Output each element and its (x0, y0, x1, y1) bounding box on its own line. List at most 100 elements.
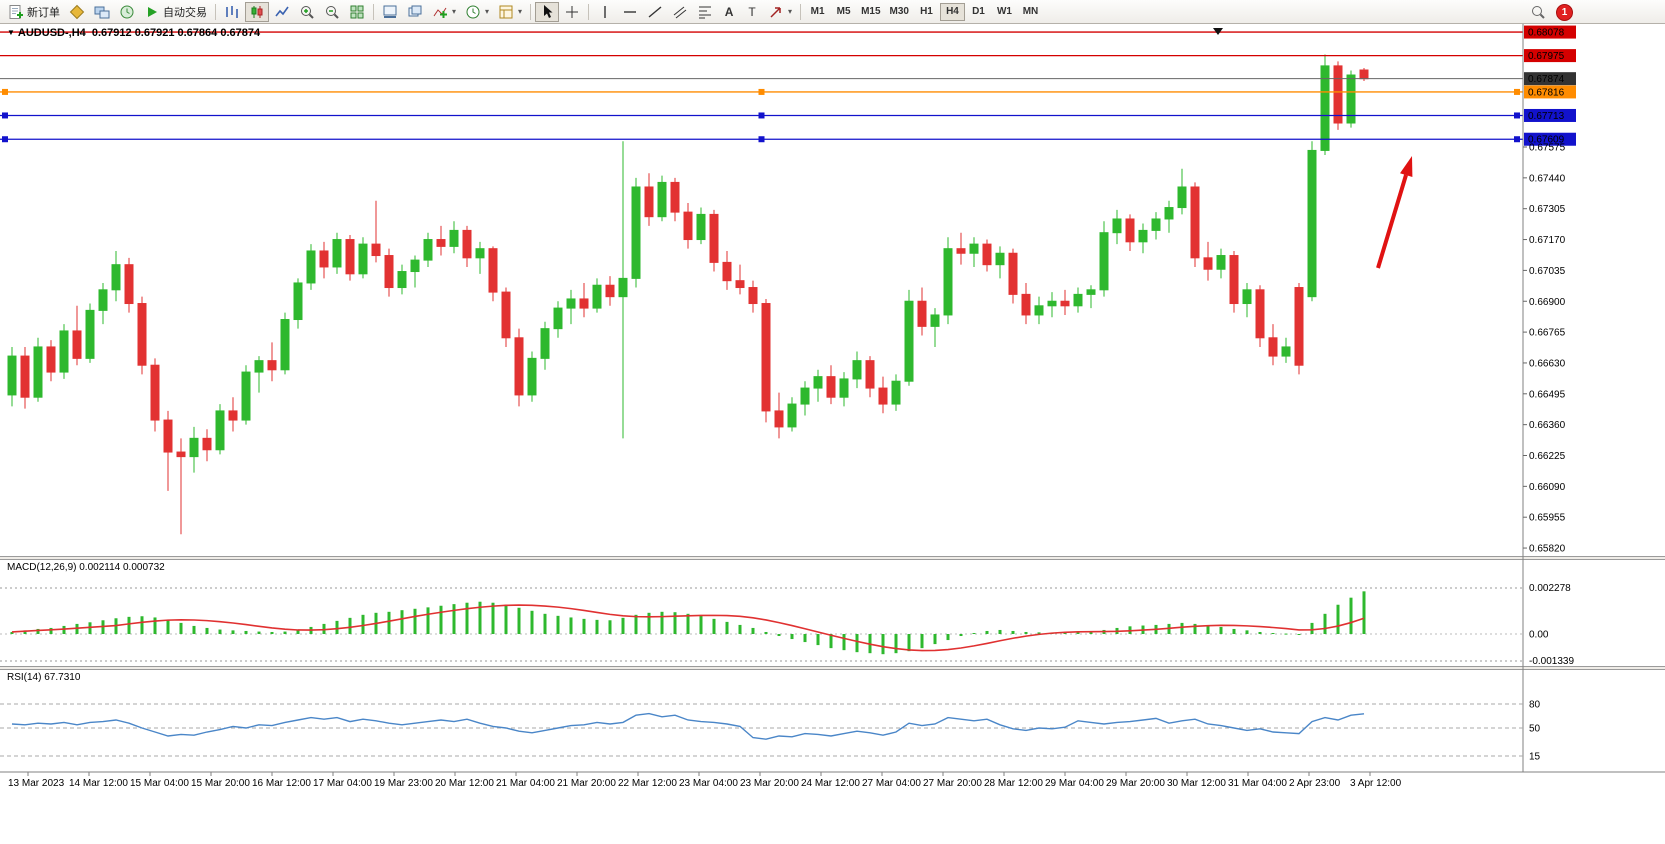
time-scale[interactable]: 13 Mar 2023 14 Mar 12:00 15 Mar 04:00 15 Ma… (0, 771, 1665, 789)
price-badge-0.67609 (1524, 132, 1576, 146)
toolbar-separator (800, 3, 802, 20)
text-label-button[interactable]: T (741, 2, 763, 22)
equidistant-channel-button[interactable] (668, 2, 692, 22)
arrows-button[interactable] (764, 2, 796, 22)
chart-title-text: AUDUSD-,H4 0.67912 0.67921 0.67864 0.678… (17, 27, 261, 39)
time-label: 15 Mar 04:00 (130, 778, 189, 789)
timeframe-D1[interactable]: D1 (966, 3, 991, 21)
price-badge-0.67874 (1524, 72, 1576, 86)
vertical-line-icon (604, 5, 606, 18)
price-badge-0.68078 (1524, 25, 1576, 39)
time-label: 31 Mar 04:00 (1228, 778, 1287, 789)
symbol-dropdown-icon[interactable]: ▼ (7, 28, 15, 37)
svg-text:0.00: 0.00 (1529, 630, 1549, 641)
line-chart-button[interactable] (270, 2, 294, 22)
crosshair-button[interactable] (560, 2, 584, 22)
time-label: 30 Mar 12:00 (1167, 778, 1226, 789)
price-line-0.68078[interactable]: 0.68078 (0, 25, 1576, 39)
candlestick-chart-icon (251, 5, 263, 18)
text-t-icon: T (748, 4, 756, 19)
svg-text:0.67170: 0.67170 (1529, 235, 1566, 246)
toolbar-right: 1 (1526, 2, 1573, 22)
timeframe-M1[interactable]: M1 (805, 3, 830, 21)
svg-text:0.67816: 0.67816 (1528, 87, 1565, 98)
price-badge-0.67975 (1524, 49, 1576, 63)
templates-button[interactable] (494, 2, 526, 22)
svg-text:0.002278: 0.002278 (1529, 583, 1571, 594)
time-label: 15 Mar 20:00 (191, 778, 250, 789)
time-label: 14 Mar 12:00 (69, 778, 128, 789)
timeframe-M5[interactable]: M5 (831, 3, 856, 21)
bar-chart-icon (226, 5, 238, 18)
search-button[interactable] (1526, 2, 1550, 22)
time-label: 23 Mar 04:00 (679, 778, 738, 789)
time-label: 16 Mar 12:00 (252, 778, 311, 789)
navigator-button[interactable] (115, 2, 139, 22)
price-line-0.67816[interactable]: 0.67816 (0, 85, 1576, 99)
price-badge-0.67816 (1524, 85, 1576, 99)
autotrading-icon (148, 6, 157, 17)
market-watch-button[interactable] (65, 2, 89, 22)
time-label: 19 Mar 23:00 (374, 778, 433, 789)
rsi-line (11, 712, 1365, 740)
chart-marker-icon (1213, 28, 1223, 35)
zoom-in-button[interactable] (295, 2, 319, 22)
time-label: 22 Mar 12:00 (618, 778, 677, 789)
timeframe-M30[interactable]: M30 (886, 3, 913, 21)
trend-arrow-annotation[interactable] (1376, 156, 1413, 269)
price-line-0.67609[interactable]: 0.67609 (0, 132, 1576, 146)
periods-button[interactable] (461, 2, 493, 22)
fibonacci-button[interactable] (693, 2, 717, 22)
line-chart-icon (275, 6, 289, 16)
price-line-0.67713[interactable]: 0.67713 (0, 108, 1576, 122)
price-line-0.67975[interactable]: 0.67975 (0, 49, 1576, 63)
svg-text:0.66630: 0.66630 (1529, 358, 1566, 369)
notification-badge[interactable]: 1 (1556, 3, 1573, 21)
bar-chart-button[interactable] (220, 2, 244, 22)
zoom-out-icon (326, 5, 339, 19)
data-window-button[interactable] (90, 2, 114, 22)
channel-icon (673, 6, 687, 18)
time-label: 20 Mar 12:00 (435, 778, 494, 789)
time-label: 29 Mar 04:00 (1045, 778, 1104, 789)
time-label: 28 Mar 12:00 (984, 778, 1043, 789)
text-tool-button[interactable]: A (718, 2, 740, 22)
search-icon (1532, 6, 1545, 19)
price-badge-0.67713 (1524, 108, 1576, 122)
time-label: 24 Mar 12:00 (801, 778, 860, 789)
vertical-line-button[interactable] (593, 2, 617, 22)
cursor-button[interactable] (535, 1, 560, 22)
zoom-out-button[interactable] (320, 2, 344, 22)
svg-text:0.65820: 0.65820 (1529, 544, 1566, 555)
macd-signal-line (11, 604, 1365, 652)
svg-text:0.67609: 0.67609 (1528, 135, 1565, 146)
indicators-button[interactable] (428, 2, 460, 22)
trendline-icon (648, 5, 662, 18)
trendline-button[interactable] (643, 2, 667, 22)
navigator-icon (120, 5, 134, 18)
arrow-tool-icon (770, 6, 781, 18)
timeframe-H1[interactable]: H1 (914, 3, 939, 21)
time-label: 13 Mar 2023 (8, 778, 65, 789)
price-line-0.67874[interactable]: 0.67874 (0, 72, 1576, 86)
macd-header: MACD(12,26,9) 0.002114 0.000732 (7, 562, 165, 573)
arrange-charts-button[interactable] (378, 2, 402, 22)
timeframe-MN[interactable]: MN (1018, 3, 1043, 21)
new-order-button[interactable]: 新订单 (4, 2, 64, 22)
cascade-charts-button[interactable] (403, 2, 427, 22)
timeframe-W1[interactable]: W1 (992, 3, 1017, 21)
new-order-label: 新订单 (27, 6, 60, 19)
time-label: 29 Mar 20:00 (1106, 778, 1165, 789)
timeframe-H4[interactable]: H4 (939, 2, 965, 21)
svg-text:0.67975: 0.67975 (1528, 51, 1565, 62)
tile-windows-button[interactable] (345, 2, 369, 22)
autotrading-button[interactable]: 自动交易 (140, 2, 211, 22)
horizontal-line-button[interactable] (618, 2, 642, 22)
candlestick-chart-button[interactable] (245, 1, 269, 22)
price-scale[interactable]: 0.67575 0.67440 0.67305 0.67170 0.67035 0.669… (1522, 24, 1566, 772)
time-label: 23 Mar 20:00 (740, 778, 799, 789)
time-label: 17 Mar 04:00 (313, 778, 372, 789)
svg-text:0.65955: 0.65955 (1529, 513, 1566, 524)
timeframe-M15[interactable]: M15 (857, 3, 884, 21)
